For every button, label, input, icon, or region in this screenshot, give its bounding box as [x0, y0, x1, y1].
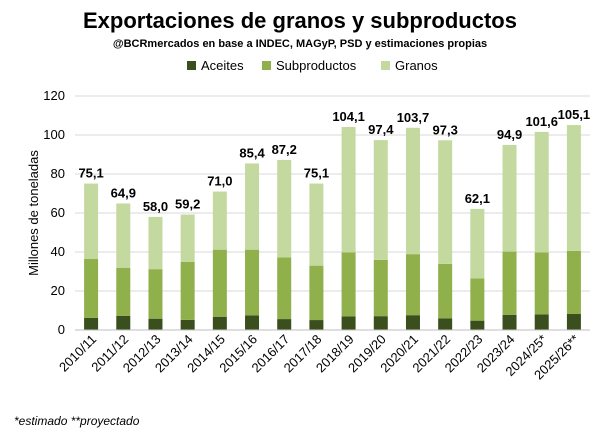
- bar-granos: [148, 216, 163, 270]
- legend-swatch: [262, 61, 271, 70]
- bar-granos: [534, 131, 549, 253]
- bars: [84, 125, 581, 330]
- bar-granos: [180, 214, 195, 262]
- total-label: 62,1: [465, 191, 490, 206]
- bar-granos: [116, 203, 131, 268]
- legend-label: Aceites: [201, 58, 244, 73]
- bar-subproductos: [341, 252, 356, 317]
- bar-granos: [566, 125, 581, 251]
- bar-subproductos: [534, 252, 549, 315]
- total-labels: 75,164,958,0 59,271,085,4 87,275,1104,197,…: [78, 107, 590, 214]
- total-label: 58,0: [143, 199, 168, 214]
- bar-aceites: [309, 320, 324, 330]
- bar-aceites: [212, 316, 227, 330]
- chart-subtitle: @BCRmercados en base a INDEC, MAGyP, PSD…: [113, 38, 487, 50]
- total-label: 105,1: [558, 107, 591, 122]
- footnote: *estimado **proyectado: [14, 414, 140, 428]
- bar-subproductos: [438, 263, 453, 319]
- legend: Aceites Subproductos Granos: [187, 58, 438, 73]
- bar-subproductos: [502, 251, 517, 315]
- bar-aceites: [277, 319, 292, 330]
- legend-swatch: [187, 61, 196, 70]
- bar-granos: [470, 208, 485, 279]
- total-label: 75,1: [78, 166, 103, 181]
- bar-aceites: [180, 319, 195, 330]
- bar-subproductos: [180, 261, 195, 320]
- total-label: 64,9: [111, 185, 136, 200]
- bar-subproductos: [405, 254, 420, 316]
- total-label: 71,0: [207, 174, 232, 189]
- bar-granos: [405, 127, 420, 255]
- bar-granos: [341, 127, 356, 253]
- bar-aceites: [373, 316, 388, 330]
- y-tick-label: 100: [43, 127, 65, 142]
- bar-aceites: [341, 316, 356, 330]
- bar-aceites: [116, 315, 131, 330]
- bar-granos: [373, 140, 388, 260]
- y-tick-label: 0: [58, 322, 65, 337]
- y-tick-label: 20: [51, 283, 65, 298]
- total-label: 104,1: [332, 109, 365, 124]
- bar-subproductos: [245, 249, 260, 316]
- legend-item-aceites: Aceites: [187, 58, 244, 73]
- bar-subproductos: [277, 257, 292, 320]
- total-label: 85,4: [239, 145, 265, 160]
- bar-subproductos: [212, 249, 227, 317]
- y-tick-label: 60: [51, 205, 65, 220]
- bar-granos: [309, 183, 324, 266]
- y-axis-ticks: 0 20 40 60 80 100 120: [43, 88, 65, 337]
- legend-item-subproductos: Subproductos: [262, 58, 357, 73]
- legend-item-granos: Granos: [381, 58, 438, 73]
- total-label: 87,2: [272, 142, 297, 157]
- bar-granos: [438, 140, 453, 264]
- chart-title: Exportaciones de granos y subproductos: [83, 8, 517, 33]
- total-label: 59,2: [175, 197, 200, 212]
- bar-subproductos: [309, 265, 324, 321]
- bar-aceites: [470, 320, 485, 330]
- bar-subproductos: [116, 267, 131, 316]
- bar-aceites: [405, 315, 420, 330]
- bar-aceites: [148, 318, 163, 330]
- total-label: 101,6: [525, 114, 558, 129]
- bar-granos: [277, 159, 292, 258]
- bar-subproductos: [470, 278, 485, 321]
- bar-granos: [502, 144, 517, 252]
- bar-aceites: [438, 318, 453, 330]
- x-axis-ticks: 2010/112011/122012/132013/142014/152015/…: [56, 332, 582, 383]
- legend-label: Granos: [395, 58, 438, 73]
- bar-aceites: [245, 315, 260, 330]
- bar-granos: [245, 163, 260, 250]
- y-tick-label: 80: [51, 166, 65, 181]
- bar-granos: [84, 183, 99, 260]
- bar-subproductos: [84, 259, 99, 318]
- bar-granos: [212, 191, 227, 250]
- total-label: 94,9: [497, 127, 522, 142]
- bar-subproductos: [148, 269, 163, 319]
- bar-subproductos: [373, 259, 388, 317]
- y-tick-label: 120: [43, 88, 65, 103]
- total-label: 97,4: [368, 122, 394, 137]
- y-tick-label: 40: [51, 244, 65, 259]
- y-axis-label: Millones de toneladas: [26, 150, 41, 276]
- bar-aceites: [534, 314, 549, 330]
- bar-aceites: [84, 317, 99, 330]
- legend-swatch: [381, 61, 390, 70]
- bar-aceites: [502, 314, 517, 330]
- bar-aceites: [566, 314, 581, 330]
- total-label: 97,3: [433, 122, 458, 137]
- legend-label: Subproductos: [276, 58, 357, 73]
- bar-subproductos: [566, 250, 581, 315]
- total-label: 75,1: [304, 166, 329, 181]
- total-label: 103,7: [397, 110, 430, 125]
